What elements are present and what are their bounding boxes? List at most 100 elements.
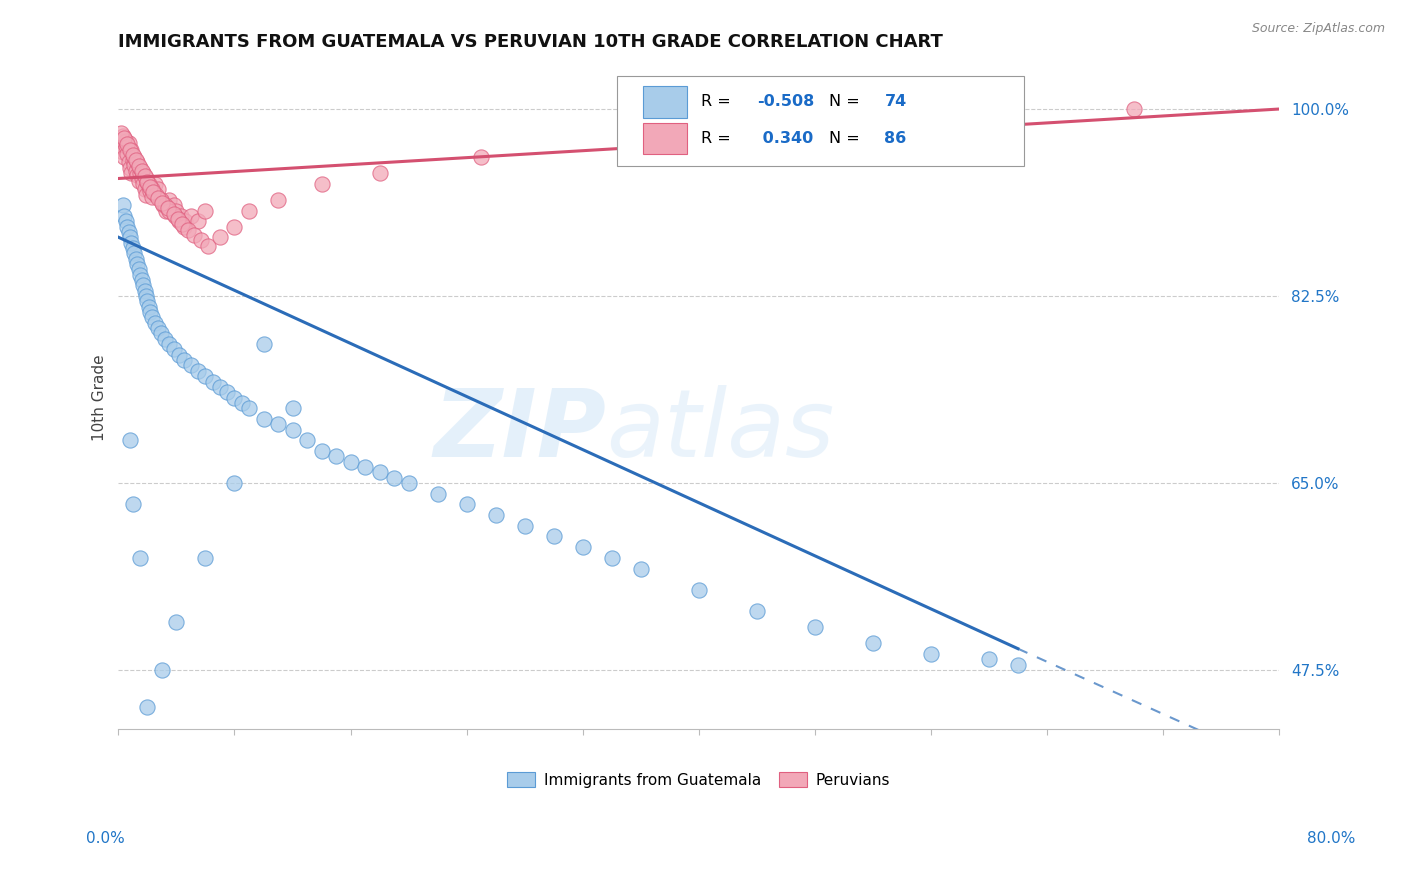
Text: 80.0%: 80.0% (1308, 831, 1355, 846)
Point (138, 300, 160, 314)
Point (152, 198, 174, 212)
Point (368, 166, 391, 180)
Point (173, 219, 195, 234)
Point (166, 203, 188, 218)
Point (125, 164, 148, 178)
Point (122, 241, 145, 255)
Point (688, 582, 710, 597)
Point (745, 604, 768, 618)
Point (190, 234, 212, 248)
Point (382, 471, 405, 485)
Point (146, 321, 169, 335)
Point (131, 164, 153, 178)
Point (470, 150, 492, 164)
Point (141, 189, 163, 203)
Point (630, 561, 652, 575)
Point (146, 182, 169, 196)
Point (311, 444, 333, 458)
Point (169, 348, 191, 362)
Point (281, 423, 304, 437)
Point (571, 540, 593, 554)
Point (1123, 102, 1146, 116)
Point (238, 203, 260, 218)
Point (135, 187, 157, 202)
Point (149, 326, 172, 341)
Point (197, 239, 219, 253)
Point (173, 353, 195, 368)
Point (121, 143, 143, 157)
Point (114, 214, 136, 228)
Point (111, 198, 134, 212)
Point (135, 289, 157, 303)
Point (157, 193, 180, 207)
Y-axis label: 10th Grade: 10th Grade (93, 354, 107, 441)
Point (111, 128, 134, 143)
Text: Source: ZipAtlas.com: Source: ZipAtlas.com (1251, 22, 1385, 36)
Text: atlas: atlas (606, 385, 834, 476)
Point (252, 412, 274, 426)
Point (238, 401, 260, 416)
Point (149, 193, 172, 207)
Point (281, 401, 304, 416)
Point (426, 486, 449, 500)
Point (145, 187, 167, 202)
FancyBboxPatch shape (617, 76, 1024, 166)
Point (543, 529, 565, 543)
Point (224, 391, 246, 405)
Point (163, 209, 186, 223)
Point (115, 137, 138, 152)
Point (804, 620, 827, 634)
Text: R =: R = (702, 131, 735, 146)
Text: -0.508: -0.508 (756, 95, 814, 110)
Point (112, 131, 135, 145)
Point (117, 155, 139, 169)
Point (138, 178, 160, 193)
Text: IMMIGRANTS FROM GUATEMALA VS PERUVIAN 10TH GRADE CORRELATION CHART: IMMIGRANTS FROM GUATEMALA VS PERUVIAN 10… (118, 33, 943, 51)
Point (156, 202, 179, 216)
Point (132, 177, 155, 191)
Point (124, 246, 146, 260)
Point (136, 175, 159, 189)
Point (114, 139, 136, 153)
Point (153, 332, 176, 346)
Point (977, 652, 1000, 666)
Point (118, 230, 141, 244)
Point (187, 364, 209, 378)
Point (112, 209, 135, 223)
Point (177, 223, 200, 237)
Point (368, 466, 391, 480)
Point (325, 450, 347, 464)
Text: 74: 74 (884, 95, 907, 110)
Point (208, 230, 231, 244)
Point (162, 198, 184, 212)
Point (135, 171, 157, 186)
Point (134, 182, 156, 196)
Text: 0.340: 0.340 (756, 131, 813, 146)
Point (139, 184, 162, 198)
Point (174, 214, 197, 228)
Point (139, 305, 162, 319)
Point (128, 159, 150, 173)
Point (127, 257, 149, 271)
Point (157, 337, 180, 351)
Point (166, 615, 188, 629)
Point (155, 203, 177, 218)
Point (139, 180, 162, 194)
Point (122, 148, 145, 162)
Point (117, 136, 139, 151)
Point (485, 508, 508, 522)
Bar (643, 86, 688, 118)
Point (117, 225, 139, 239)
Point (110, 126, 132, 140)
Point (187, 214, 209, 228)
Point (1007, 657, 1029, 672)
Point (208, 380, 231, 394)
Point (141, 310, 163, 325)
Point (127, 155, 149, 169)
Point (134, 169, 156, 184)
Point (121, 166, 143, 180)
Point (162, 343, 184, 357)
Point (224, 476, 246, 491)
Point (112, 150, 135, 164)
Point (180, 209, 202, 223)
